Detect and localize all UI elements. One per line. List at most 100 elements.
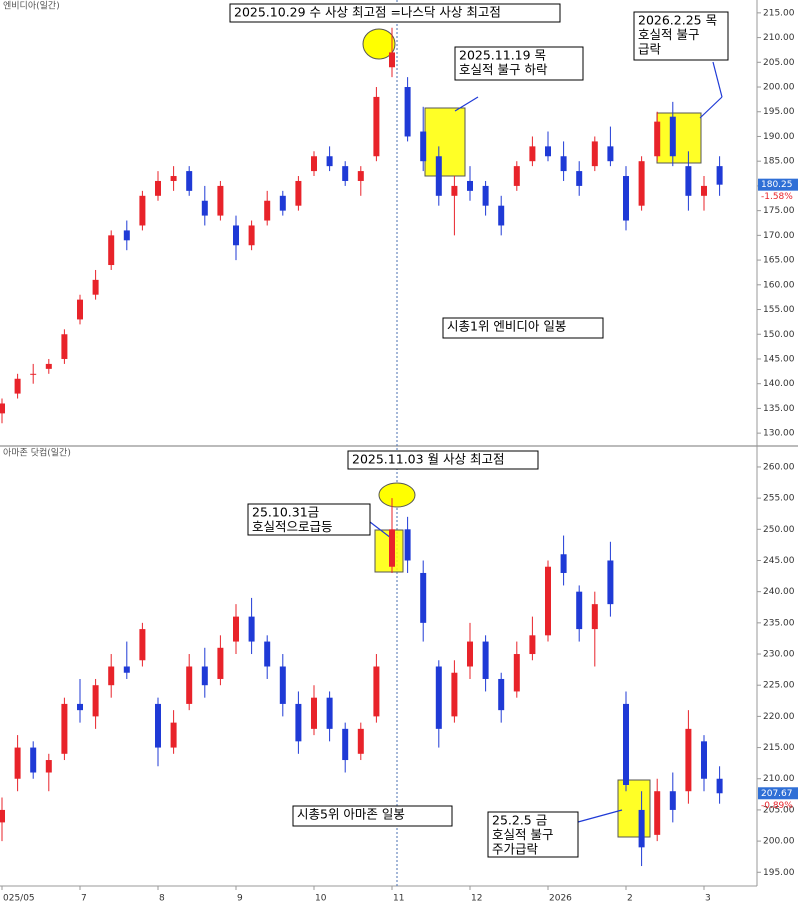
y-tick-label: 160.00 [763,280,795,290]
x-tick-label: 2026 [549,894,572,904]
candle-body [30,747,37,773]
annotation-box [347,450,539,470]
highlight-ellipse [378,482,416,508]
candle-body [389,52,395,68]
candle-body [654,791,661,835]
annotation-text: 25.10.31금 [252,505,319,520]
x-tick-label: 8 [159,894,165,904]
annotation-text: 2025.11.19 목 [459,48,546,63]
candle-body [404,529,411,561]
candle-body [716,166,723,185]
candle-body [326,156,333,167]
highlights [362,28,702,838]
candle-body [311,697,317,729]
candle-body [576,591,583,630]
y-tick-label: 255.00 [763,494,795,504]
candle-body [0,809,5,823]
y-tick-label: 230.00 [763,650,795,660]
candle-body [357,171,364,181]
annotation-box [292,805,453,827]
candle-body [420,131,427,162]
y-tick-label: 250.00 [763,525,795,535]
candle-body [373,96,380,157]
candle-body [217,185,224,216]
arrow [454,96,479,112]
candle-body [248,225,255,246]
annotation-box [454,46,584,81]
candle-body [513,166,520,186]
y-tick-label: 200.00 [763,83,795,93]
highlight-box [424,107,466,177]
y-tick-label: 190.00 [763,132,795,142]
candle-body [123,666,130,673]
y-tick-label: 245.00 [763,556,795,566]
candle-body [357,728,364,754]
candle-body [545,146,551,157]
candle-body [77,299,83,320]
y-tick-label: 260.00 [763,462,795,472]
candle-body [45,760,52,773]
y-tick-label: 205.00 [763,805,795,815]
candle-body [529,635,536,655]
y-tick-label: 195.00 [763,868,795,878]
arrow [712,61,723,98]
candle-body [279,195,286,211]
candle-body [435,666,442,729]
candle-body [467,180,473,191]
annotation-text: 주가급락 [492,842,539,857]
candle-body [264,641,271,667]
candle-body [201,666,208,686]
candle-body [186,666,193,704]
change-label: -1.58% [761,192,793,202]
candle-body [170,722,177,748]
candle-body [139,195,146,226]
candle-body [30,373,37,375]
candle-body [420,572,427,623]
annotation-box [633,11,729,61]
candle-body [701,741,707,779]
change-label: -0.89% [761,801,793,811]
candle-body [716,778,723,794]
candle-body [311,156,317,172]
y-tick-label: 150.00 [763,330,795,340]
annotation-text: 호실적 불구 [492,827,553,842]
candle-body [451,185,458,196]
candle-body [233,225,239,246]
candle-body [139,629,146,661]
annotation-text: 호실적 불구 하락 [459,62,548,77]
candle-body [279,666,286,704]
candle-body [123,230,130,241]
panel-title: 엔비디아(일간) [3,1,60,12]
y-tick-label: 205.00 [763,58,795,68]
panel-title: 아마존 닷컴(일간) [3,447,71,459]
last-price-box [758,787,798,800]
candle-body [607,146,614,162]
arrow [699,96,723,119]
y-tick-label: 165.00 [763,256,795,266]
annotation-text: 급락 [638,42,662,57]
highlight-box [656,112,702,164]
x-tick-label: 12 [471,894,482,904]
candle-body [326,697,333,729]
x-tick-label: 025/05 [3,894,35,904]
candle-body [654,121,661,157]
candle-body [638,809,645,848]
annotation-text: 2026.2.25 목 [638,13,717,28]
candle-body [685,166,692,196]
y-tick-label: 220.00 [763,712,795,722]
candle-body [513,654,520,692]
arrows [369,61,723,823]
candle-body [77,703,83,711]
y-tick-label: 240.00 [763,587,795,597]
candle-body [545,566,551,636]
candle-body [451,672,458,717]
candle-body [685,728,692,792]
annotation-box [487,811,579,858]
annotation-text: 2025.11.03 월 사상 최고점 [352,452,505,467]
annotation-text: 호실적 불구 [638,27,699,42]
candle-body [373,666,380,717]
candle-body [248,616,255,642]
y-tick-label: 185.00 [763,157,795,167]
y-tick-label: 130.00 [763,429,795,439]
candle-body [404,87,411,137]
